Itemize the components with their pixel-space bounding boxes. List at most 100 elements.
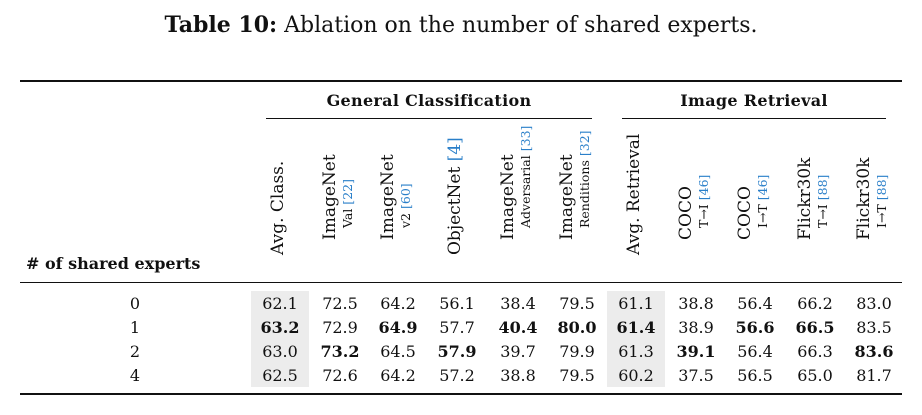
column-header-title: Avg. Retrieval xyxy=(624,133,644,255)
table-cell: 66.5 xyxy=(795,318,835,337)
table-cell: 39.1 xyxy=(676,342,716,361)
table-cell: 63.2 xyxy=(260,318,300,337)
table-cell: 38.8 xyxy=(678,294,714,313)
column-header-rotated: ImageNet Adversarial [33] xyxy=(498,125,533,240)
row-label: 2 xyxy=(129,342,141,361)
citation-link[interactable]: [60] xyxy=(398,182,413,209)
table-cell: 80.0 xyxy=(557,318,597,337)
citation-link[interactable]: [46] xyxy=(755,174,770,200)
header-rule xyxy=(20,282,902,283)
column-header: ImageNet v2 [60] xyxy=(372,122,424,272)
table-caption: Table 10: Ablation on the number of shar… xyxy=(0,12,922,38)
table-cell: 64.5 xyxy=(380,342,416,361)
table-cell: 56.4 xyxy=(737,342,773,361)
table-cell: 56.1 xyxy=(439,294,475,313)
table-cell: 56.6 xyxy=(735,318,775,337)
group-rule-retrieval xyxy=(622,118,886,119)
column-header-line1: ImageNet xyxy=(557,130,577,240)
group-header-classification: General Classification xyxy=(326,91,532,110)
column-header-line1: ImageNet xyxy=(320,153,340,240)
table-cell: 38.9 xyxy=(678,318,714,337)
citation-link[interactable]: [88] xyxy=(874,174,889,200)
table-cell: 57.9 xyxy=(437,342,477,361)
table-cell: 83.0 xyxy=(856,294,892,313)
table-cell: 38.4 xyxy=(500,294,536,313)
column-header-line2: Val [22] xyxy=(340,154,355,228)
citation-link[interactable]: [88] xyxy=(815,174,830,200)
column-header-title: Flickr30k xyxy=(854,156,874,240)
column-header-title: ImageNet xyxy=(378,153,398,240)
caption-label: Table 10: xyxy=(164,12,278,38)
row-header: # of shared experts xyxy=(26,254,201,273)
column-header-line2: I→T [46] xyxy=(755,174,770,227)
bottom-rule xyxy=(20,393,902,395)
table-cell: 62.5 xyxy=(262,366,298,385)
column-header-title: ObjectNet xyxy=(445,161,465,255)
table-cell: 60.2 xyxy=(618,366,654,385)
column-header-rotated: Flickr30k T→I [88] xyxy=(795,157,830,240)
row-label: 4 xyxy=(129,366,141,385)
table-cell: 40.4 xyxy=(498,318,538,337)
column-header-line2: I→T [88] xyxy=(874,157,889,228)
citation-link[interactable]: [22] xyxy=(340,178,355,205)
table-cell: 61.4 xyxy=(616,318,656,337)
column-header-subtitle: v2 xyxy=(398,208,413,228)
column-header-subtitle: I→T xyxy=(874,199,889,228)
column-header-title: Avg. Class. xyxy=(268,160,288,255)
group-rule-classification xyxy=(266,118,592,119)
table-cell: 79.9 xyxy=(559,342,595,361)
avg-class-shading xyxy=(251,291,309,387)
column-header: ImageNet Val [22] xyxy=(314,122,366,272)
column-header-title: ImageNet xyxy=(320,153,340,240)
column-header: Flickr30k T→I [88] xyxy=(789,122,841,272)
column-header-rotated: Flickr30k I→T [88] xyxy=(854,156,889,240)
column-header-rotated: ImageNet Renditions [32] xyxy=(557,129,592,240)
table-cell: 63.0 xyxy=(262,342,298,361)
table-cell: 79.5 xyxy=(559,366,595,385)
table-cell: 57.7 xyxy=(439,318,475,337)
column-header-line1: Flickr30k xyxy=(854,156,874,240)
column-header-subtitle: Val xyxy=(340,204,355,228)
table-cell: 79.5 xyxy=(559,294,595,313)
table-cell: 72.9 xyxy=(322,318,358,337)
column-header: Avg. Class. xyxy=(254,122,306,272)
table-cell: 62.1 xyxy=(262,294,298,313)
column-header-rotated: Avg. Retrieval xyxy=(624,133,644,255)
top-rule xyxy=(20,80,902,82)
table-cell: 61.3 xyxy=(618,342,654,361)
column-header-subtitle: T→I xyxy=(815,199,830,228)
table-cell: 64.2 xyxy=(380,294,416,313)
column-header-line2: T→I [46] xyxy=(696,174,711,227)
column-header-line1: COCO xyxy=(676,174,696,240)
citation-link[interactable]: [4] xyxy=(445,137,465,162)
table-cell: 64.9 xyxy=(378,318,418,337)
table-cell: 72.6 xyxy=(322,366,358,385)
table-cell: 72.5 xyxy=(322,294,358,313)
row-label: 0 xyxy=(129,294,141,313)
table-cell: 61.1 xyxy=(618,294,654,313)
column-header-line2: Renditions [32] xyxy=(577,129,592,228)
column-header-title: ImageNet xyxy=(557,153,577,240)
table-cell: 65.0 xyxy=(797,366,833,385)
avg-retrieval-shading xyxy=(607,291,665,387)
table-cell: 37.5 xyxy=(678,366,714,385)
citation-link[interactable]: [46] xyxy=(696,174,711,200)
table-cell: 73.2 xyxy=(320,342,360,361)
column-header-line1: ImageNet xyxy=(498,125,518,240)
column-header-rotated: ImageNet Val [22] xyxy=(320,153,355,240)
caption-text: Ablation on the number of shared experts… xyxy=(277,13,758,38)
column-header-title: ImageNet xyxy=(498,153,518,240)
table-cell: 81.7 xyxy=(856,366,892,385)
table-cell: 64.2 xyxy=(380,366,416,385)
citation-link[interactable]: [32] xyxy=(577,129,592,156)
column-header: COCO T→I [46] xyxy=(670,122,722,272)
column-header: Avg. Retrieval xyxy=(610,122,662,272)
citation-link[interactable]: [33] xyxy=(518,125,533,151)
column-header-line2: v2 [60] xyxy=(398,154,413,228)
table-cell: 56.4 xyxy=(737,294,773,313)
group-header-retrieval: Image Retrieval xyxy=(680,91,828,110)
column-header-title: COCO xyxy=(676,185,696,240)
column-header: ImageNet Adversarial [33] xyxy=(492,122,544,272)
column-header: ObjectNet [4] xyxy=(431,122,483,272)
column-header: COCO I→T [46] xyxy=(729,122,781,272)
